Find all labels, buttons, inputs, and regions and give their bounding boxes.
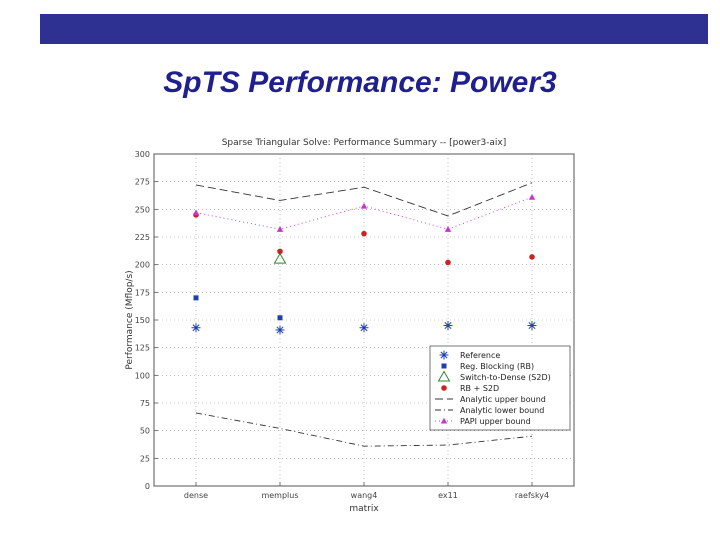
point-rb-s2d — [361, 230, 367, 237]
point-papi-upper-bound — [528, 193, 536, 200]
point-reg-blocking-rb — [193, 295, 199, 301]
legend-label-papi-upper-bound: PAPI upper bound — [460, 417, 531, 426]
legend-marker-reg-blocking-rb — [441, 363, 447, 369]
x-tick-label: raefsky4 — [515, 491, 549, 500]
slide-header-bar — [40, 14, 708, 44]
y-tick-label: 225 — [135, 233, 150, 242]
x-tick-label: dense — [184, 491, 208, 500]
legend-label-switch-to-dense-s2d: Switch-to-Dense (S2D) — [460, 373, 551, 382]
point-reference — [191, 323, 201, 333]
legend-marker-rb-s2d — [441, 385, 447, 391]
performance-chart: Sparse Triangular Solve: Performance Sum… — [125, 138, 575, 514]
y-tick-label: 125 — [135, 344, 150, 353]
point-reg-blocking-rb — [277, 315, 283, 321]
y-tick-label: 175 — [135, 288, 150, 297]
x-tick-label: wang4 — [351, 491, 378, 500]
y-tick-label: 200 — [135, 261, 150, 270]
point-rb-s2d — [277, 248, 283, 255]
slide-title: SpTS Performance: Power3 — [163, 66, 557, 99]
y-tick-label: 100 — [135, 371, 150, 380]
point-rb-s2d — [445, 259, 451, 266]
point-reference — [527, 321, 537, 331]
point-papi-upper-bound — [276, 226, 284, 232]
legend-label-analytic-upper-bound: Analytic upper bound — [460, 395, 546, 404]
legend-label-reg-blocking-rb: Reg. Blocking (RB) — [460, 362, 534, 371]
legend-label-reference: Reference — [460, 351, 500, 360]
y-axis-label: Performance (Mflop/s) — [125, 270, 135, 369]
x-tick-label: memplus — [261, 491, 298, 500]
point-reference — [443, 321, 453, 331]
legend-marker-switch-to-dense-s2d — [437, 370, 451, 382]
point-reference — [275, 325, 285, 335]
x-axis-label: matrix — [349, 504, 379, 514]
y-tick-label: 150 — [135, 316, 150, 325]
series-line-analytic-upper-bound — [195, 182, 533, 217]
point-switch-to-dense-s2d — [273, 252, 287, 264]
point-papi-upper-bound — [360, 202, 368, 209]
y-tick-label: 275 — [135, 178, 150, 187]
series-line-analytic-lower-bound — [195, 412, 533, 447]
chart-title: Sparse Triangular Solve: Performance Sum… — [222, 138, 507, 148]
legend-box — [429, 345, 571, 431]
y-tick-label: 25 — [140, 454, 150, 463]
y-tick-label: 50 — [140, 427, 150, 436]
y-tick-label: 300 — [135, 150, 150, 159]
point-rb-s2d — [529, 254, 535, 260]
point-papi-upper-bound — [192, 209, 200, 216]
legend-label-rb-s2d: RB + S2D — [460, 384, 499, 393]
y-tick-label: 250 — [135, 205, 150, 214]
y-tick-label: 0 — [145, 482, 150, 491]
y-tick-label: 75 — [140, 399, 150, 408]
point-reference — [359, 323, 369, 333]
legend-marker-papi-upper-bound — [440, 417, 448, 424]
legend-label-analytic-lower-bound: Analytic lower bound — [460, 406, 544, 415]
legend-marker-reference — [439, 350, 449, 360]
point-papi-upper-bound — [444, 226, 452, 232]
x-tick-label: ex11 — [438, 491, 458, 500]
